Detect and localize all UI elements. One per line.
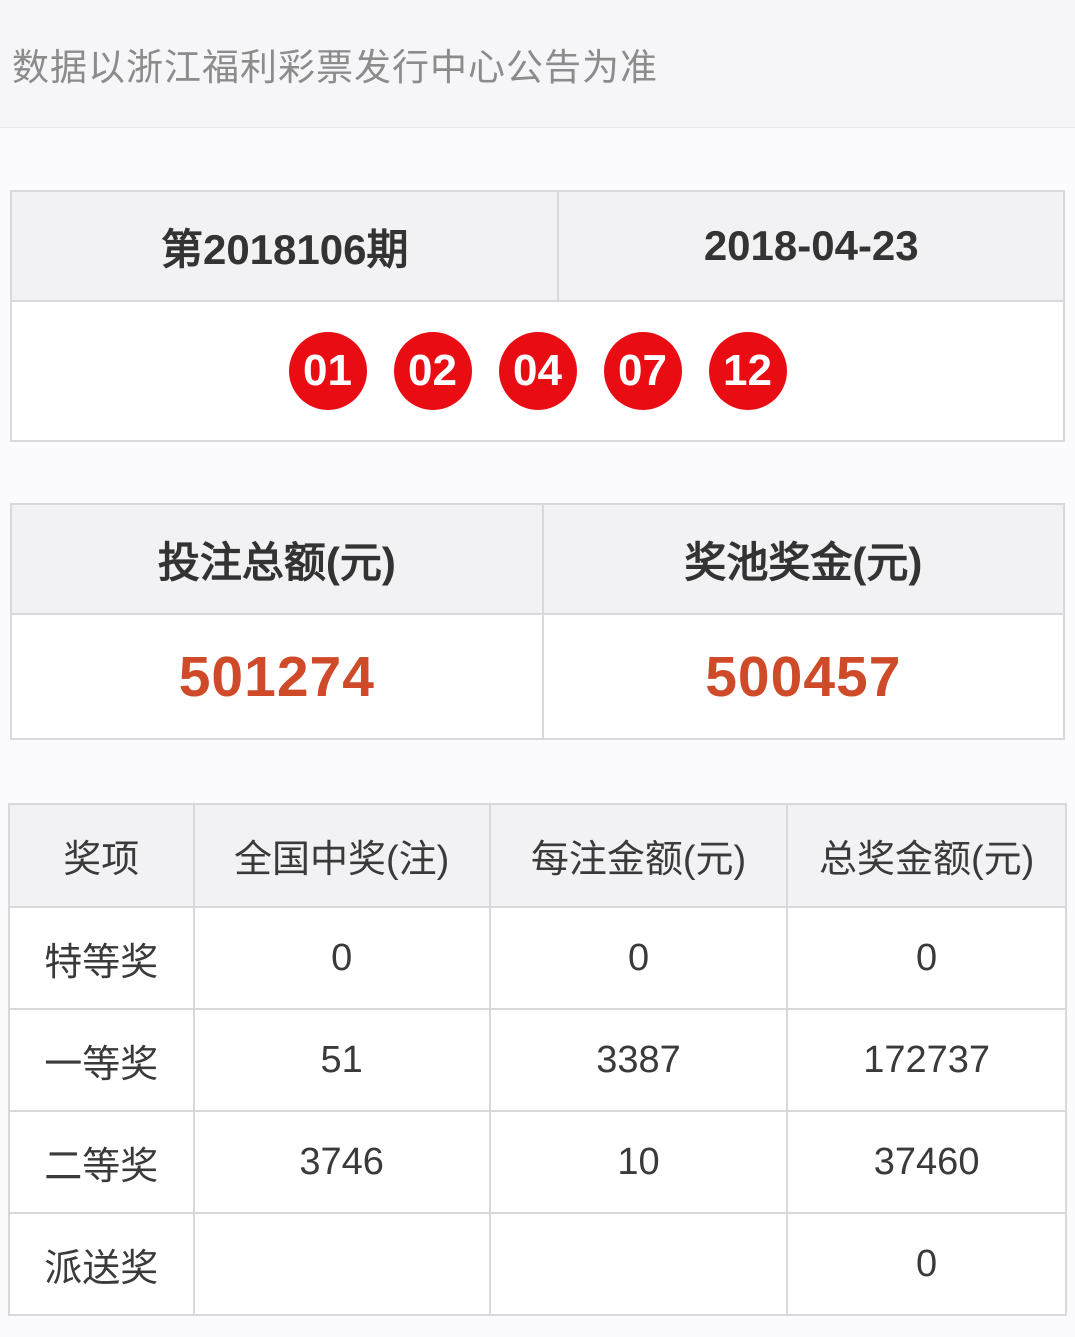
prize-row-per xyxy=(490,1214,787,1314)
prize-col-header-total: 总奖金额(元) xyxy=(788,805,1065,906)
winning-ball-3: 04 xyxy=(498,332,577,410)
summary-table: 投注总额(元) 奖池奖金(元) 501274 500457 xyxy=(10,503,1065,740)
draw-table: 第2018106期 2018-04-23 01 02 04 07 12 xyxy=(10,190,1065,442)
pool-value: 500457 xyxy=(543,615,1063,738)
prize-col-header-name: 奖项 xyxy=(10,805,193,906)
prize-row-total: 172737 xyxy=(788,1010,1065,1110)
prize-row-per: 0 xyxy=(490,908,787,1008)
prize-row-name: 二等奖 xyxy=(10,1112,193,1212)
prize-row-name: 特等奖 xyxy=(10,908,193,1008)
prize-row-total: 0 xyxy=(788,908,1065,1008)
notice-banner: 数据以浙江福利彩票发行中心公告为准 xyxy=(0,0,1075,128)
prize-row-per: 10 xyxy=(490,1112,787,1212)
prize-col-header-count: 全国中奖(注) xyxy=(194,805,489,906)
bet-total-value: 501274 xyxy=(12,615,542,738)
prize-col-header-per: 每注金额(元) xyxy=(490,805,787,906)
prize-row-count: 51 xyxy=(194,1010,489,1110)
prize-row-total: 37460 xyxy=(788,1112,1065,1212)
notice-text: 数据以浙江福利彩票发行中心公告为准 xyxy=(12,46,658,88)
prize-row-name: 一等奖 xyxy=(10,1010,193,1110)
prize-row-total: 0 xyxy=(788,1214,1065,1314)
prize-table: 奖项 全国中奖(注) 每注金额(元) 总奖金额(元) 特等奖 0 0 0 一等奖… xyxy=(8,803,1067,1316)
prize-row-count xyxy=(194,1214,489,1314)
winning-numbers-row: 01 02 04 07 12 xyxy=(12,302,1063,440)
winning-ball-4: 07 xyxy=(603,332,682,410)
prize-row-per: 3387 xyxy=(490,1010,787,1110)
draw-period: 第2018106期 xyxy=(12,192,558,300)
winning-ball-1: 01 xyxy=(288,332,367,410)
prize-row-count: 0 xyxy=(194,908,489,1008)
winning-ball-5: 12 xyxy=(708,332,787,410)
bet-total-header: 投注总额(元) xyxy=(12,505,542,613)
draw-date: 2018-04-23 xyxy=(559,192,1063,300)
pool-header: 奖池奖金(元) xyxy=(543,505,1063,613)
winning-ball-2: 02 xyxy=(393,332,472,410)
prize-row-name: 派送奖 xyxy=(10,1214,193,1314)
prize-row-count: 3746 xyxy=(194,1112,489,1212)
